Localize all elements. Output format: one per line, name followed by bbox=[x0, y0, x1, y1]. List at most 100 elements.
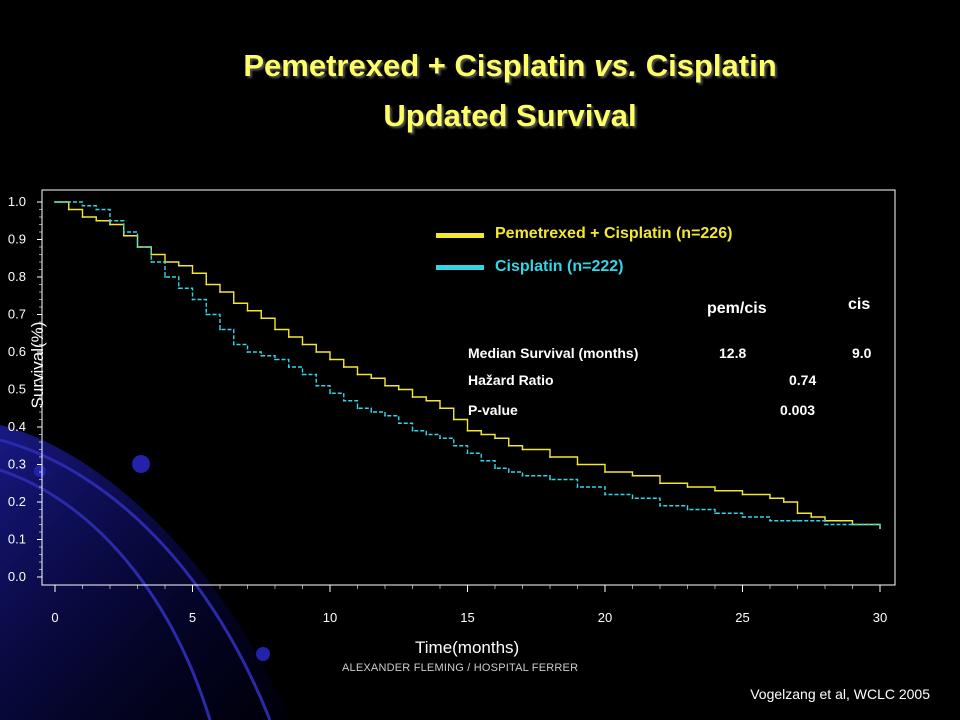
series-point-cis bbox=[741, 516, 744, 518]
series-line-pem-cis bbox=[55, 201, 881, 529]
x-tick-label: 25 bbox=[735, 610, 749, 625]
series-point-cis bbox=[260, 354, 263, 357]
stats-hazard-value: 0.74 bbox=[789, 372, 817, 388]
plot-frame bbox=[41, 189, 896, 586]
series-point-pem-cis bbox=[507, 444, 510, 447]
series-point-cis bbox=[232, 343, 235, 346]
series-point-cis bbox=[342, 399, 345, 402]
stats-header-pem-cis: pem/cis bbox=[707, 300, 767, 317]
stats-pvalue-value: 0.003 bbox=[780, 402, 816, 418]
series-point-cis bbox=[205, 313, 208, 316]
series-point-pem-cis bbox=[741, 493, 744, 496]
series-point-pem-cis bbox=[397, 388, 400, 391]
series-point-pem-cis bbox=[287, 336, 290, 338]
y-tick-label: 0.9 bbox=[8, 232, 26, 247]
series-point-pem-cis bbox=[796, 512, 799, 515]
series-point-cis bbox=[122, 231, 125, 233]
series-point-pem-cis bbox=[466, 429, 469, 432]
y-tick-label: 0.4 bbox=[8, 419, 26, 434]
title-part-3: Cisplatin bbox=[637, 48, 777, 83]
series-point-pem-cis bbox=[232, 302, 235, 305]
stats-label-hazard: Hažard Ratio bbox=[468, 372, 554, 388]
stats-median-pem-cis: 12.8 bbox=[719, 345, 747, 361]
series-point-pem-cis bbox=[205, 283, 208, 286]
series-point-cis bbox=[329, 392, 331, 395]
series-point-cis bbox=[384, 414, 386, 417]
series-point-cis bbox=[356, 407, 359, 410]
y-axis-label: Survival(%) bbox=[28, 321, 47, 409]
series-point-cis bbox=[67, 201, 70, 203]
x-tick-label: 10 bbox=[323, 610, 337, 625]
stats-label-pvalue: P-value bbox=[468, 402, 518, 418]
series-point-cis bbox=[549, 478, 551, 481]
series-line-cis bbox=[55, 201, 881, 529]
series-point-cis bbox=[219, 328, 221, 331]
page-title: Pemetrexed + Cisplatin vs. Cisplatin bbox=[0, 48, 960, 84]
series-point-pem-cis bbox=[67, 208, 70, 211]
y-tick-label: 0.5 bbox=[8, 382, 26, 397]
y-tick-label: 0.8 bbox=[8, 269, 26, 284]
x-axis-label: Time(months) bbox=[415, 638, 520, 657]
x-tick-label: 20 bbox=[598, 610, 612, 625]
series-point-cis bbox=[452, 444, 455, 447]
series-point-cis bbox=[177, 287, 180, 290]
y-tick-label: 0.1 bbox=[8, 532, 26, 547]
series-point-cis bbox=[769, 519, 771, 522]
series-point-cis bbox=[274, 358, 276, 361]
series-point-pem-cis bbox=[521, 448, 524, 451]
series-point-cis bbox=[397, 422, 400, 425]
series-point-pem-cis bbox=[782, 501, 785, 503]
series-point-cis bbox=[301, 373, 304, 376]
series-point-pem-cis bbox=[425, 399, 428, 402]
y-tick-label: 0.7 bbox=[8, 307, 26, 322]
page-subtitle: Updated Survival bbox=[383, 98, 637, 133]
series-point-cis bbox=[425, 433, 428, 436]
series-point-cis bbox=[507, 471, 510, 473]
series-point-pem-cis bbox=[686, 486, 689, 488]
series-point-cis bbox=[370, 411, 373, 413]
series-point-pem-cis bbox=[274, 328, 276, 331]
series-point-cis bbox=[411, 429, 414, 432]
citation-text: Vogelzang et al, WCLC 2005 bbox=[750, 686, 930, 702]
series-point-cis bbox=[466, 452, 469, 455]
series-point-pem-cis bbox=[315, 351, 318, 353]
series-point-cis bbox=[95, 208, 98, 211]
series-point-pem-cis bbox=[177, 264, 180, 267]
series-point-pem-cis bbox=[659, 482, 661, 485]
title-part-2: vs. bbox=[594, 48, 638, 83]
series-point-pem-cis bbox=[714, 489, 716, 492]
legend-line-cis bbox=[436, 265, 484, 270]
series-point-pem-cis bbox=[81, 216, 84, 218]
series-point-cis bbox=[480, 459, 483, 462]
series-point-pem-cis bbox=[384, 384, 386, 387]
series-point-cis bbox=[54, 201, 56, 203]
series-point-pem-cis bbox=[342, 366, 345, 368]
series-point-cis bbox=[851, 523, 854, 526]
series-point-pem-cis bbox=[109, 223, 111, 226]
series-point-pem-cis bbox=[95, 219, 98, 222]
series-point-cis bbox=[191, 298, 194, 301]
series-point-pem-cis bbox=[439, 407, 441, 410]
series-point-cis bbox=[81, 204, 84, 207]
series-point-cis bbox=[686, 508, 689, 511]
series-point-pem-cis bbox=[356, 373, 359, 376]
series-point-pem-cis bbox=[494, 437, 496, 440]
x-tick-label: 0 bbox=[51, 610, 58, 625]
legend-label-pem-cis: Pemetrexed + Cisplatin (n=226) bbox=[495, 225, 733, 242]
series-point-pem-cis bbox=[329, 358, 331, 361]
series-point-pem-cis bbox=[452, 418, 455, 421]
x-tick-label: 15 bbox=[460, 610, 474, 625]
series-point-cis bbox=[631, 497, 634, 500]
y-tick-label: 0.6 bbox=[8, 344, 26, 359]
credit-text: ALEXANDER FLEMING / HOSPITAL FERRER bbox=[342, 662, 579, 674]
series-point-pem-cis bbox=[260, 317, 263, 320]
series-point-pem-cis bbox=[191, 272, 194, 275]
stats-median-cis: 9.0 bbox=[852, 345, 872, 361]
stats-label-median: Median Survival (months) bbox=[468, 345, 639, 361]
series-point-pem-cis bbox=[150, 253, 153, 256]
y-tick-label: 1.0 bbox=[8, 194, 26, 209]
series-point-cis bbox=[824, 523, 826, 526]
series-point-cis bbox=[246, 351, 249, 353]
